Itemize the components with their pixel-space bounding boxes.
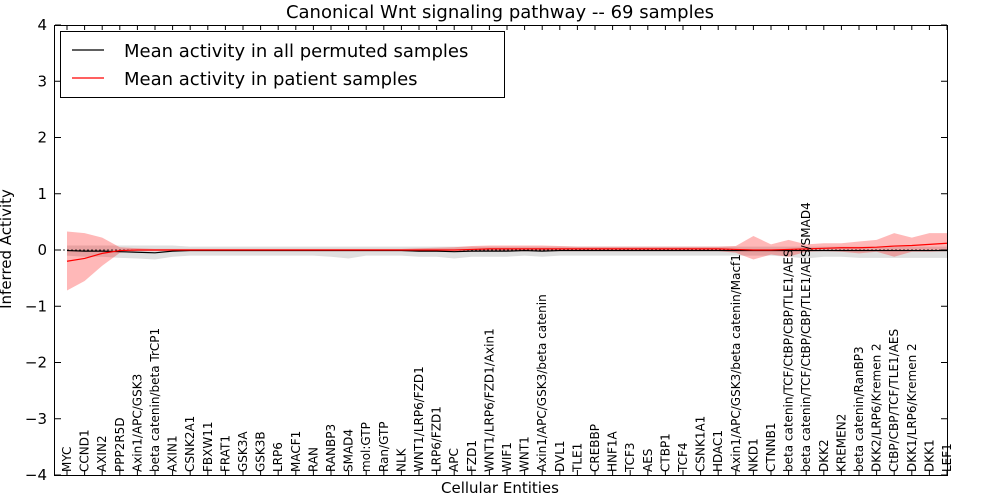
x-tick-label: WNT1: [518, 436, 532, 472]
legend: Mean activity in all permuted samples Me…: [60, 31, 505, 98]
x-tick-label: LEF1: [940, 443, 954, 472]
plot-frame: [54, 25, 948, 476]
x-tick-label: DKK2: [817, 439, 831, 472]
x-tick-label: beta catenin/beta TrCP1: [148, 328, 162, 472]
x-tick-label: AXIN1: [166, 435, 180, 472]
chart-title: Canonical Wnt signaling pathway -- 69 sa…: [286, 2, 714, 23]
x-tick-label: NLK: [394, 447, 408, 472]
y-tick-label: 0: [37, 241, 47, 259]
x-tick-label: Axin1/APC/GSK3: [130, 374, 144, 472]
x-tick-label: CREBBP: [588, 424, 602, 472]
x-tick-label: DVL1: [553, 440, 567, 472]
y-tick-label: −3: [25, 410, 47, 428]
x-tick-label: WIF1: [500, 442, 514, 472]
x-tick-label: CtBP/CBP/TCF/TLE1/AES: [887, 329, 901, 472]
x-tick-label: KREMEN2: [834, 414, 848, 472]
x-tick-label: beta catenin/RanBP3: [852, 346, 866, 472]
x-tick-label: CTBP1: [658, 433, 672, 472]
x-tick-label: MACF1: [289, 431, 303, 472]
x-tick-label: FRAT1: [218, 435, 232, 472]
x-tick-label: WNT1/LRP6/FZD1/Axin1: [482, 328, 496, 472]
x-tick-label: CSNK1A1: [694, 416, 708, 472]
x-tick-label: TCF3: [623, 442, 637, 473]
x-tick-label: HNF1A: [606, 430, 620, 472]
patient-mean-line: [66, 242, 948, 262]
legend-label-patient: Mean activity in patient samples: [124, 69, 418, 90]
x-tick-label: MYC: [60, 447, 74, 472]
x-tick-label: LRP6/FZD1: [430, 406, 444, 472]
x-tick-label: CSNK2A1: [183, 416, 197, 472]
x-tick-label: SMAD4: [342, 429, 356, 472]
legend-label-permuted: Mean activity in all permuted samples: [124, 41, 468, 62]
legend-frame: [60, 31, 505, 98]
x-tick-label: RANBP3: [324, 424, 338, 472]
y-tick-label: −4: [25, 466, 47, 484]
x-tick-label: GSK3B: [254, 431, 268, 472]
x-tick-label: AXIN2: [95, 435, 109, 472]
y-tick-label: 2: [37, 129, 47, 147]
x-tick-label: DKK1: [922, 439, 936, 472]
x-tick-label: FBXW11: [201, 422, 215, 473]
y-tick-label: −1: [25, 297, 47, 315]
x-tick-label: FZD1: [465, 440, 479, 472]
y-tick-label: 3: [37, 72, 47, 90]
y-tick-label: −2: [25, 354, 47, 372]
x-tick-label: DKK1/LRP6/Kremen 2: [905, 343, 919, 472]
x-tick-label: PPP2R5D: [113, 417, 127, 472]
x-tick-label: LRP6: [271, 442, 285, 472]
x-tick-label: CTNNB1: [764, 422, 778, 472]
x-tick-label: TCF4: [676, 442, 690, 473]
x-tick-label: Axin1/APC/GSK3/beta catenin: [535, 294, 549, 472]
x-tick-label: AES: [641, 449, 655, 472]
x-tick-label: NKD1: [746, 438, 760, 472]
x-tick-label: RAN: [306, 447, 320, 472]
y-axis-label: Inferred Activity: [0, 189, 15, 309]
y-tick-label: 1: [37, 185, 47, 203]
y-tick-label: 4: [37, 16, 47, 34]
x-axis-label: Cellular Entities: [441, 479, 559, 497]
x-tick-label: Ran/GTP: [377, 421, 391, 472]
x-tick-label: GSK3A: [236, 431, 250, 472]
plot-area: [55, 231, 948, 291]
x-tick-label: beta catenin/TCF/CtBP/CBP/TLE1/AES: [782, 249, 796, 472]
patient-confidence-band: [67, 231, 947, 291]
x-tick-label: WNT1/LRP6/FZD1: [412, 366, 426, 472]
x-tick-label: APC: [447, 448, 461, 472]
x-tick-label: CCND1: [78, 429, 92, 472]
x-tick-label: Axin1/APC/GSK3/beta catenin/Macf1: [729, 254, 743, 472]
x-tick-label: DKK2/LRP6/Kremen 2: [870, 343, 884, 472]
x-tick-label: mol:GTP: [359, 422, 373, 472]
x-tick-label: HDAC1: [711, 430, 725, 472]
x-tick-label: beta catenin/TCF/CtBP/CBP/TLE1/AES/SMAD4: [799, 202, 813, 472]
x-tick-label: TLE1: [570, 443, 584, 473]
